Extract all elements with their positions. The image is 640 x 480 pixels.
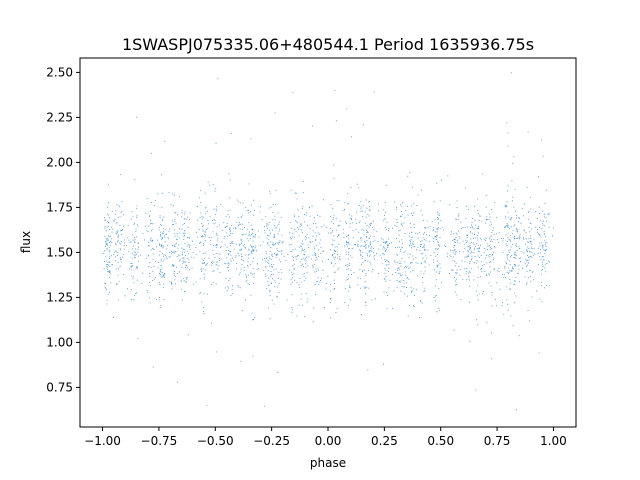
plot-frame bbox=[79, 57, 577, 428]
x-tick-label: 0.25 bbox=[371, 434, 398, 448]
x-tick-label: −0.50 bbox=[197, 434, 234, 448]
x-tick-label: 1.00 bbox=[540, 434, 567, 448]
chart-title: 1SWASPJ075335.06+480544.1 Period 1635936… bbox=[122, 35, 534, 54]
y-axis: 0.75 1.00 1.25 1.50 1.75 2.00 2.25 2.50 bbox=[46, 65, 80, 394]
y-tick-label: 0.75 bbox=[46, 380, 73, 394]
y-tick-label: 2.25 bbox=[46, 110, 73, 124]
data-point-cloud bbox=[103, 72, 554, 411]
x-tick-label: 0.00 bbox=[315, 434, 342, 448]
y-tick-label: 1.75 bbox=[46, 200, 73, 214]
x-axis-label: phase bbox=[310, 456, 346, 470]
y-axis-label: flux bbox=[19, 231, 33, 253]
y-tick-label: 2.50 bbox=[46, 65, 73, 79]
y-tick-label: 1.00 bbox=[46, 335, 73, 349]
y-tick-label: 1.50 bbox=[46, 245, 73, 259]
x-tick-label: −0.25 bbox=[253, 434, 290, 448]
x-tick-label: 0.50 bbox=[427, 434, 454, 448]
scatter-points bbox=[103, 72, 554, 411]
y-tick-label: 1.25 bbox=[46, 290, 73, 304]
y-tick-label: 2.00 bbox=[46, 155, 73, 169]
x-axis: −1.00 −0.75 −0.50 −0.25 0.00 0.25 0.50 0.75 1.00 bbox=[84, 427, 567, 448]
x-tick-label: −1.00 bbox=[84, 434, 121, 448]
x-tick-label: 0.75 bbox=[484, 434, 511, 448]
x-tick-label: −0.75 bbox=[141, 434, 178, 448]
